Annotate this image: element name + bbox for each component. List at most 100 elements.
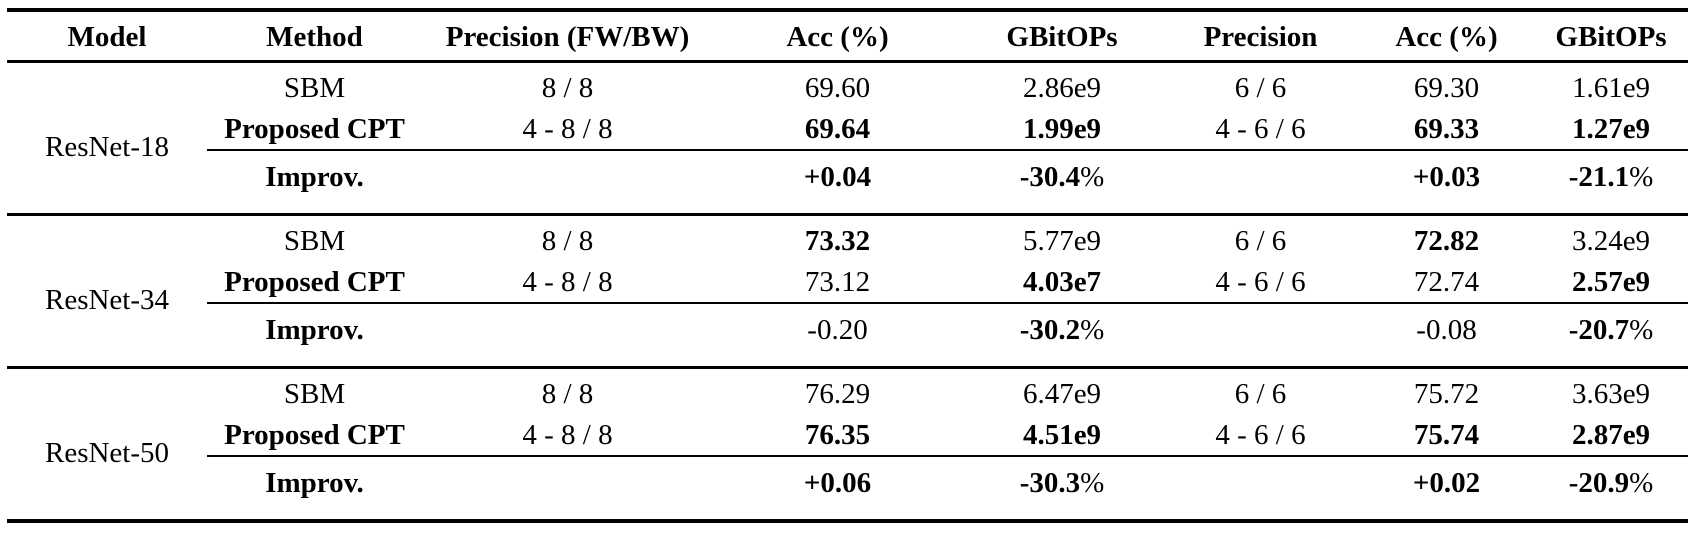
improv-label: Improv. — [207, 302, 422, 369]
acc-improv-cell: +0.02 — [1359, 455, 1534, 523]
acc-cell: 75.72 — [1413, 378, 1480, 411]
results-table: Model Method Precision (FW/BW) Acc (%) G… — [7, 8, 1688, 523]
precision-fwbw-cell: 8 / 8 — [541, 72, 594, 105]
gbitops-improv-cell: -20.9% — [1534, 455, 1688, 523]
method-cell: Proposed CPT — [224, 266, 405, 299]
model-label: ResNet-50 — [44, 437, 170, 470]
column-header-precision-2: Precision — [1162, 8, 1359, 63]
model-label: ResNet-34 — [44, 284, 170, 317]
method-cell: Proposed CPT — [224, 113, 405, 146]
precision-fwbw-cell — [422, 455, 713, 523]
gbitops-improv-cell: -20.7% — [1534, 302, 1688, 369]
precision-fwbw-cell: 8 / 8 — [541, 378, 594, 411]
model-label: ResNet-18 — [44, 131, 170, 164]
gbitops-cell: 2.86e9 — [1022, 72, 1102, 105]
improv-value: -20.9 — [1568, 467, 1630, 500]
acc-cell: 75.74 — [1413, 419, 1480, 452]
acc-cell: 69.30 — [1413, 72, 1480, 105]
column-header-acc-1: Acc (%) — [713, 8, 962, 63]
precision-cell: 6 / 6 — [1234, 72, 1287, 105]
precision-fwbw-cell — [422, 302, 713, 369]
precision-fwbw-cell — [422, 149, 713, 216]
table-row: Proposed CPT 4 - 8 / 8 73.12 4.03e7 4 - … — [7, 264, 1688, 303]
table-row: Proposed CPT 4 - 8 / 8 69.64 1.99e9 4 - … — [7, 111, 1688, 150]
model-cell: ResNet-50 — [7, 367, 207, 523]
acc-cell: 69.33 — [1413, 113, 1480, 146]
acc-cell: 69.64 — [804, 113, 871, 146]
precision-cell: 6 / 6 — [1234, 378, 1287, 411]
precision-cell — [1162, 455, 1359, 523]
gbitops-cell: 3.24e9 — [1571, 225, 1651, 258]
table-row: ResNet-18 SBM 8 / 8 69.60 2.86e9 6 / 6 6… — [7, 61, 1688, 216]
percent-sign: % — [1080, 314, 1105, 347]
column-header-precision-fwbw: Precision (FW/BW) — [422, 8, 713, 63]
improv-label: Improv. — [207, 455, 422, 523]
acc-improv-cell: +0.03 — [1359, 149, 1534, 216]
percent-sign: % — [1629, 314, 1654, 347]
gbitops-improv-cell: -21.1% — [1534, 149, 1688, 216]
table-row: Proposed CPT 4 - 8 / 8 76.35 4.51e9 4 - … — [7, 417, 1688, 456]
acc-improv-cell: -0.08 — [1359, 302, 1534, 369]
acc-improv-cell: -0.20 — [713, 302, 962, 369]
column-header-acc-2: Acc (%) — [1359, 8, 1534, 63]
acc-cell: 76.29 — [804, 378, 871, 411]
gbitops-improv-cell: -30.3% — [962, 455, 1162, 523]
percent-sign: % — [1629, 161, 1654, 194]
precision-cell — [1162, 302, 1359, 369]
gbitops-cell: 2.87e9 — [1571, 419, 1651, 452]
gbitops-improv-cell: -30.2% — [962, 302, 1162, 369]
improv-value: -21.1 — [1568, 161, 1630, 194]
gbitops-cell: 6.47e9 — [1022, 378, 1102, 411]
precision-fwbw-cell: 4 - 8 / 8 — [522, 419, 613, 452]
precision-cell: 4 - 6 / 6 — [1215, 266, 1306, 299]
gbitops-cell: 3.63e9 — [1571, 378, 1651, 411]
percent-sign: % — [1629, 467, 1654, 500]
acc-cell: 76.35 — [804, 419, 871, 452]
acc-improv-cell: +0.04 — [713, 149, 962, 216]
method-cell: SBM — [283, 378, 346, 411]
method-cell: SBM — [283, 72, 346, 105]
column-header-method: Method — [207, 8, 422, 63]
precision-fwbw-cell: 4 - 8 / 8 — [522, 113, 613, 146]
group-resnet-34: ResNet-34 SBM 8 / 8 73.32 5.77e9 6 / 6 7… — [7, 214, 1688, 369]
precision-cell: 6 / 6 — [1234, 225, 1287, 258]
precision-fwbw-cell: 8 / 8 — [541, 225, 594, 258]
improv-label: Improv. — [207, 149, 422, 216]
improv-value: -30.2 — [1019, 314, 1081, 347]
table-row: Improv. +0.06 -30.3% +0.02 -20.9% — [7, 455, 1688, 523]
model-cell: ResNet-34 — [7, 214, 207, 369]
group-resnet-18: ResNet-18 SBM 8 / 8 69.60 2.86e9 6 / 6 6… — [7, 61, 1688, 216]
gbitops-cell: 2.57e9 — [1571, 266, 1651, 299]
gbitops-cell: 1.99e9 — [1022, 113, 1102, 146]
acc-cell: 72.82 — [1413, 225, 1480, 258]
table-row: Improv. -0.20 -30.2% -0.08 -20.7% — [7, 302, 1688, 369]
table-row: ResNet-50 SBM 8 / 8 76.29 6.47e9 6 / 6 7… — [7, 367, 1688, 523]
table-header-row: Model Method Precision (FW/BW) Acc (%) G… — [7, 8, 1688, 63]
gbitops-cell: 4.51e9 — [1022, 419, 1102, 452]
method-cell: SBM — [283, 225, 346, 258]
improv-value: -30.4 — [1019, 161, 1081, 194]
acc-cell: 72.74 — [1413, 266, 1480, 299]
column-header-gbitops-1: GBitOPs — [962, 8, 1162, 63]
gbitops-cell: 1.27e9 — [1571, 113, 1651, 146]
percent-sign: % — [1080, 161, 1105, 194]
precision-fwbw-cell: 4 - 8 / 8 — [522, 266, 613, 299]
percent-sign: % — [1080, 467, 1105, 500]
gbitops-cell: 5.77e9 — [1022, 225, 1102, 258]
acc-improv-cell: +0.06 — [713, 455, 962, 523]
improv-value: -20.7 — [1568, 314, 1630, 347]
table-row: Improv. +0.04 -30.4% +0.03 -21.1% — [7, 149, 1688, 216]
acc-cell: 73.32 — [804, 225, 871, 258]
method-cell: Proposed CPT — [224, 419, 405, 452]
table-row: ResNet-34 SBM 8 / 8 73.32 5.77e9 6 / 6 7… — [7, 214, 1688, 369]
column-header-gbitops-2: GBitOPs — [1534, 8, 1688, 63]
precision-cell: 4 - 6 / 6 — [1215, 113, 1306, 146]
model-cell: ResNet-18 — [7, 61, 207, 216]
column-header-model: Model — [7, 8, 207, 63]
gbitops-improv-cell: -30.4% — [962, 149, 1162, 216]
precision-cell: 4 - 6 / 6 — [1215, 419, 1306, 452]
precision-cell — [1162, 149, 1359, 216]
gbitops-cell: 4.03e7 — [1022, 266, 1102, 299]
acc-cell: 69.60 — [804, 72, 871, 105]
gbitops-cell: 1.61e9 — [1571, 72, 1651, 105]
